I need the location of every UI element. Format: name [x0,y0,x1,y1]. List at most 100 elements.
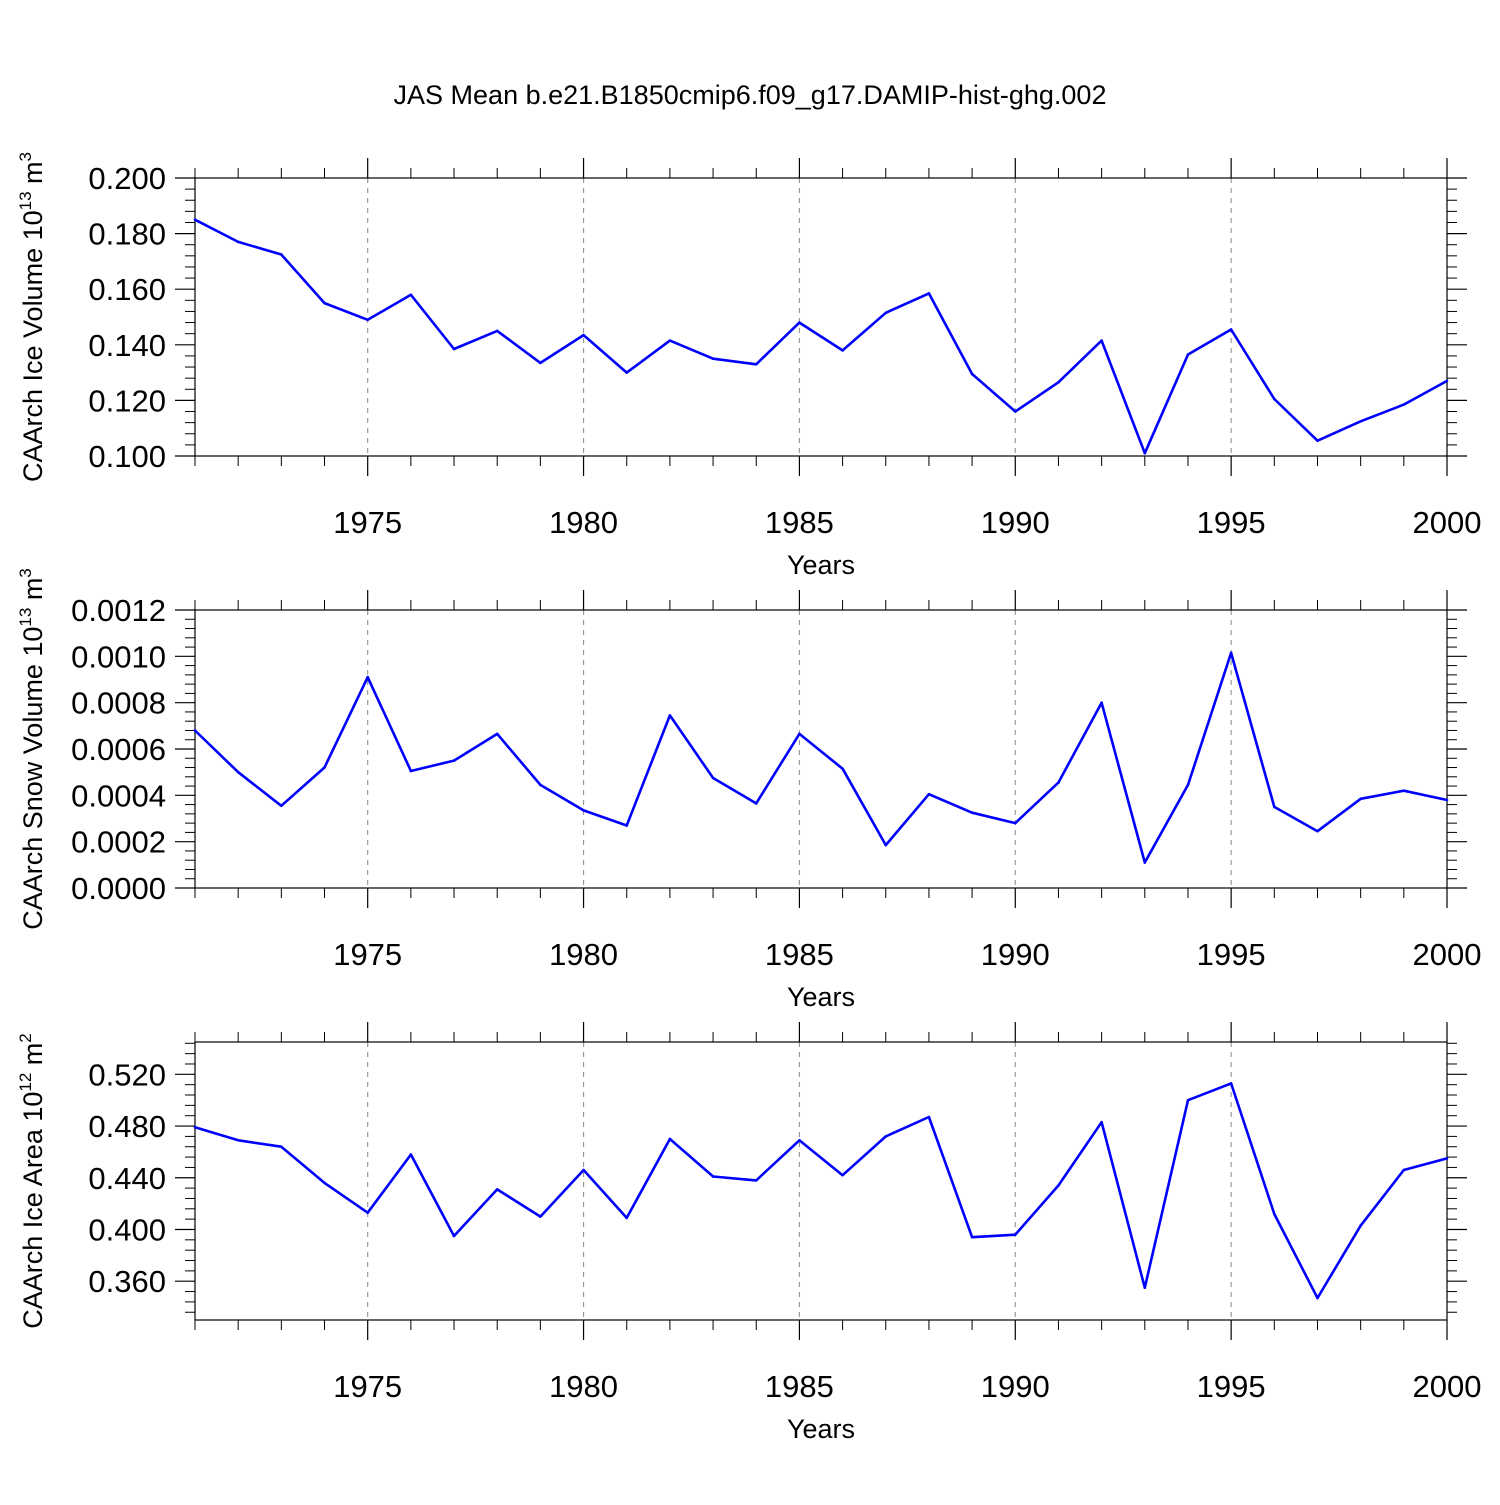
x-tick-label: 1980 [549,937,618,972]
data-point [193,1126,197,1129]
x-tick-label: 1975 [333,505,402,540]
x-tick-label: 1980 [549,1369,618,1404]
y-axis-label-superscript: 3 [16,568,35,577]
data-point [1229,328,1233,331]
y-axis-label-part: CAArch Ice Volume 10 [18,210,48,482]
x-tick-label: 1975 [333,937,402,972]
data-point [452,1234,456,1238]
y-tick-label: 0.0000 [71,871,166,906]
data-point [495,732,499,736]
x-tick-label: 1990 [981,937,1050,972]
data-point [927,1115,931,1119]
data-point [1186,1098,1190,1102]
data-point [1100,339,1103,342]
data-point [1229,651,1233,655]
x-tick-label: 1975 [333,1369,402,1404]
y-tick-label: 0.100 [88,439,166,474]
data-point [582,809,585,812]
y-tick-label: 0.120 [88,383,166,418]
x-tick-label: 2000 [1413,1369,1482,1404]
y-tick-label: 0.180 [88,217,166,252]
data-point [193,218,197,221]
data-point [236,240,240,244]
data-point [1013,821,1017,825]
y-axis-label-superscript: 13 [16,191,35,210]
data-point [841,349,844,352]
panel-1: 1975 1980 1985 1990 1995 2000 0.100 0.120 0.140 0… [16,152,1481,580]
x-tick-label: 1995 [1197,937,1266,972]
x-tick-label: 1995 [1197,505,1266,540]
data-point [1402,789,1406,792]
y-axis-label: CAArch Ice Area 1012 m2 [16,1033,48,1329]
data-point [1013,410,1017,413]
x-tick-label: 1995 [1197,1369,1266,1404]
data-point [625,371,629,374]
data-point [841,1173,844,1177]
data-point [711,357,715,361]
data-point [970,811,974,815]
data-point [927,792,931,796]
data-point [280,1145,283,1149]
data-point [582,333,585,337]
data-point [1186,353,1190,356]
data-point [1143,451,1147,455]
data-point [409,293,413,297]
y-tick-label: 0.480 [88,1109,166,1144]
data-point [1316,829,1319,833]
data-point [1445,798,1449,802]
data-point [711,1175,715,1178]
plot-frame [194,177,1448,457]
data-point [539,1215,542,1218]
y-tick-label: 0.360 [88,1264,166,1299]
x-axis-label: Years [787,1414,855,1444]
series-line [194,218,1448,455]
x-tick-label: 1980 [549,505,618,540]
x-tick-label: 1985 [765,505,834,540]
y-axis-label-superscript: 13 [16,608,35,627]
data-point [323,1181,326,1185]
data-point [798,321,801,324]
data-point [798,1138,801,1142]
x-axis-label: Years [787,982,855,1012]
data-point [1402,403,1406,406]
data-point [1359,797,1362,801]
series-line [194,651,1448,864]
data-point [1143,1286,1147,1289]
data-point [1013,1233,1017,1236]
x-tick-label: 2000 [1413,505,1482,540]
y-axis-label-part: m [18,161,48,191]
data-point [1229,1082,1233,1085]
data-point [1359,419,1362,423]
data-point [236,770,240,774]
y-tick-label: 0.0010 [71,639,166,674]
figure-title: JAS Mean b.e21.B1850cmip6.f09_g17.DAMIP-… [394,80,1107,110]
panel-2: 1975 1980 1985 1990 1995 2000 0.0000 0.0002 0.00… [16,568,1481,1012]
y-axis-label: CAArch Snow Volume 1013 m3 [16,568,48,930]
x-tick-label: 1985 [765,1369,834,1404]
data-point [754,802,758,805]
data-point [1359,1224,1362,1227]
data-point [366,318,369,322]
data-point [582,1168,585,1172]
data-point [668,1137,672,1141]
data-point [280,804,283,808]
data-point [1100,1120,1103,1124]
data-point [625,1216,629,1220]
data-point [1445,1157,1449,1160]
data-point [970,372,974,376]
y-axis-label: CAArch Ice Volume 1013 m3 [16,152,48,482]
data-point [798,732,801,736]
data-point [668,714,672,717]
x-tick-label: 1985 [765,937,834,972]
y-tick-label: 0.160 [88,272,166,307]
y-tick-label: 0.0006 [71,732,166,767]
data-point [1402,1168,1406,1172]
data-point [754,1179,758,1182]
data-point [539,783,542,787]
data-point [1057,1184,1060,1187]
panel-3: 1975 1980 1985 1990 1995 2000 0.360 0.400 0.440 0… [16,1022,1481,1444]
y-tick-label: 0.0004 [71,778,166,813]
data-point [409,769,413,773]
